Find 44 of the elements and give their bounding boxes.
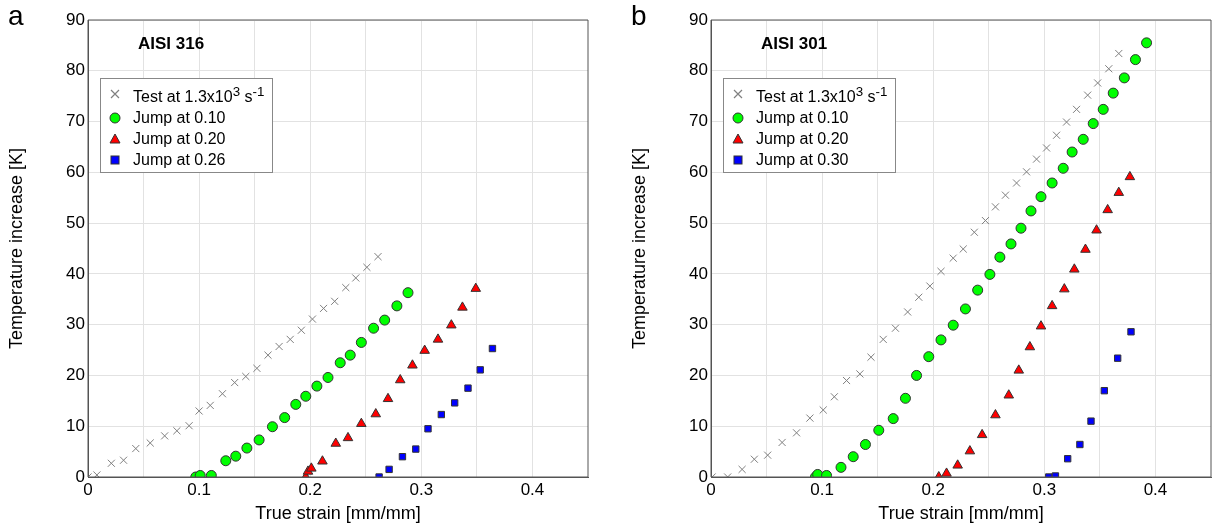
x-tick-label: 0.3 [409,479,434,499]
y-tick-label: 60 [689,162,708,182]
text: AISI 316 [138,34,205,54]
legend-label: Jump at 0.20 [133,129,226,150]
y-tick-label: 60 [66,162,85,182]
y-tick-label: 10 [689,415,708,435]
legend-label: Jump at 0.26 [133,150,226,171]
text: b [631,0,647,32]
text: a [8,0,24,32]
x-axis-title: True strain [mm/mm] [878,503,1044,524]
y-tick-label: 40 [689,263,708,283]
x-axis-title: True strain [mm/mm] [255,503,421,524]
y-tick-label: 40 [66,263,85,283]
y-tick-label: 0 [698,466,708,486]
y-tick-label: 10 [66,415,85,435]
legend-label: Jump at 0.10 [133,108,226,129]
legend-label: Test at 1.3x10$^{3}$ s$^{-1}$ [133,83,265,108]
x-tick-label: 0.1 [187,479,211,499]
y-tick-label: 80 [689,60,708,80]
x-tick-label: 0.2 [921,479,946,499]
x-tick-label: 0.2 [298,479,323,499]
y-tick-label: 70 [689,111,708,131]
y-tick-label: 30 [66,314,85,334]
x-tick-label: 0.3 [1032,479,1057,499]
text: AISI 301 [761,34,828,54]
y-axis-title: Temperature increase [K] [5,147,26,350]
y-tick-label: 90 [66,9,85,29]
x-tick-label: 0.4 [1143,479,1168,499]
y-tick-label: 30 [689,314,708,334]
x-tick-label: 0.4 [520,479,545,499]
legend-label: Jump at 0.10 [756,108,849,129]
y-tick-label: 20 [689,365,708,385]
legend-label: Jump at 0.20 [756,129,849,150]
y-axis-title: Temperature increase [K] [628,147,649,350]
y-tick-label: 20 [66,365,85,385]
y-tick-label: 80 [66,60,85,80]
y-tick-label: 50 [66,212,85,232]
y-tick-label: 70 [66,111,85,131]
y-tick-label: 0 [75,466,85,486]
legend-label: Jump at 0.30 [756,150,849,171]
x-tick-label: 0.1 [810,479,834,499]
y-tick-label: 90 [689,9,708,29]
y-tick-label: 50 [689,212,708,232]
legend-label: Test at 1.3x10$^{3}$ s$^{-1}$ [756,83,888,108]
